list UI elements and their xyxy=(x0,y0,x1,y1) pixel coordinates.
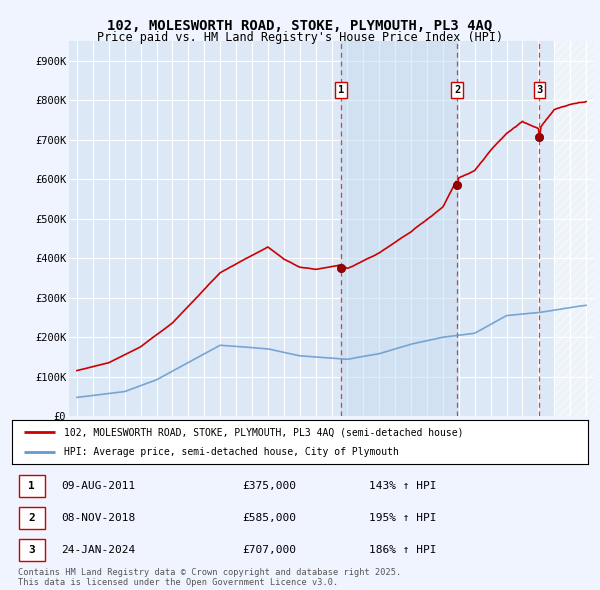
Text: £707,000: £707,000 xyxy=(242,545,296,555)
Text: 2: 2 xyxy=(28,513,35,523)
Text: 3: 3 xyxy=(28,545,35,555)
FancyBboxPatch shape xyxy=(19,476,45,497)
Text: 1: 1 xyxy=(338,85,344,95)
FancyBboxPatch shape xyxy=(19,507,45,529)
Text: 2: 2 xyxy=(454,85,460,95)
Text: 102, MOLESWORTH ROAD, STOKE, PLYMOUTH, PL3 4AQ: 102, MOLESWORTH ROAD, STOKE, PLYMOUTH, P… xyxy=(107,19,493,33)
Text: HPI: Average price, semi-detached house, City of Plymouth: HPI: Average price, semi-detached house,… xyxy=(64,447,399,457)
Text: 08-NOV-2018: 08-NOV-2018 xyxy=(61,513,135,523)
Bar xyxy=(554,41,594,416)
Text: 09-AUG-2011: 09-AUG-2011 xyxy=(61,481,135,491)
Text: 1: 1 xyxy=(28,481,35,491)
Text: Contains HM Land Registry data © Crown copyright and database right 2025.
This d: Contains HM Land Registry data © Crown c… xyxy=(18,568,401,587)
Text: 186% ↑ HPI: 186% ↑ HPI xyxy=(369,545,437,555)
Text: 195% ↑ HPI: 195% ↑ HPI xyxy=(369,513,437,523)
Text: Price paid vs. HM Land Registry's House Price Index (HPI): Price paid vs. HM Land Registry's House … xyxy=(97,31,503,44)
Text: 24-JAN-2024: 24-JAN-2024 xyxy=(61,545,135,555)
FancyBboxPatch shape xyxy=(19,539,45,560)
Text: 3: 3 xyxy=(536,85,542,95)
Bar xyxy=(341,41,457,416)
Text: 102, MOLESWORTH ROAD, STOKE, PLYMOUTH, PL3 4AQ (semi-detached house): 102, MOLESWORTH ROAD, STOKE, PLYMOUTH, P… xyxy=(64,427,463,437)
Text: 143% ↑ HPI: 143% ↑ HPI xyxy=(369,481,437,491)
Text: £375,000: £375,000 xyxy=(242,481,296,491)
Bar xyxy=(554,41,594,416)
Text: £585,000: £585,000 xyxy=(242,513,296,523)
